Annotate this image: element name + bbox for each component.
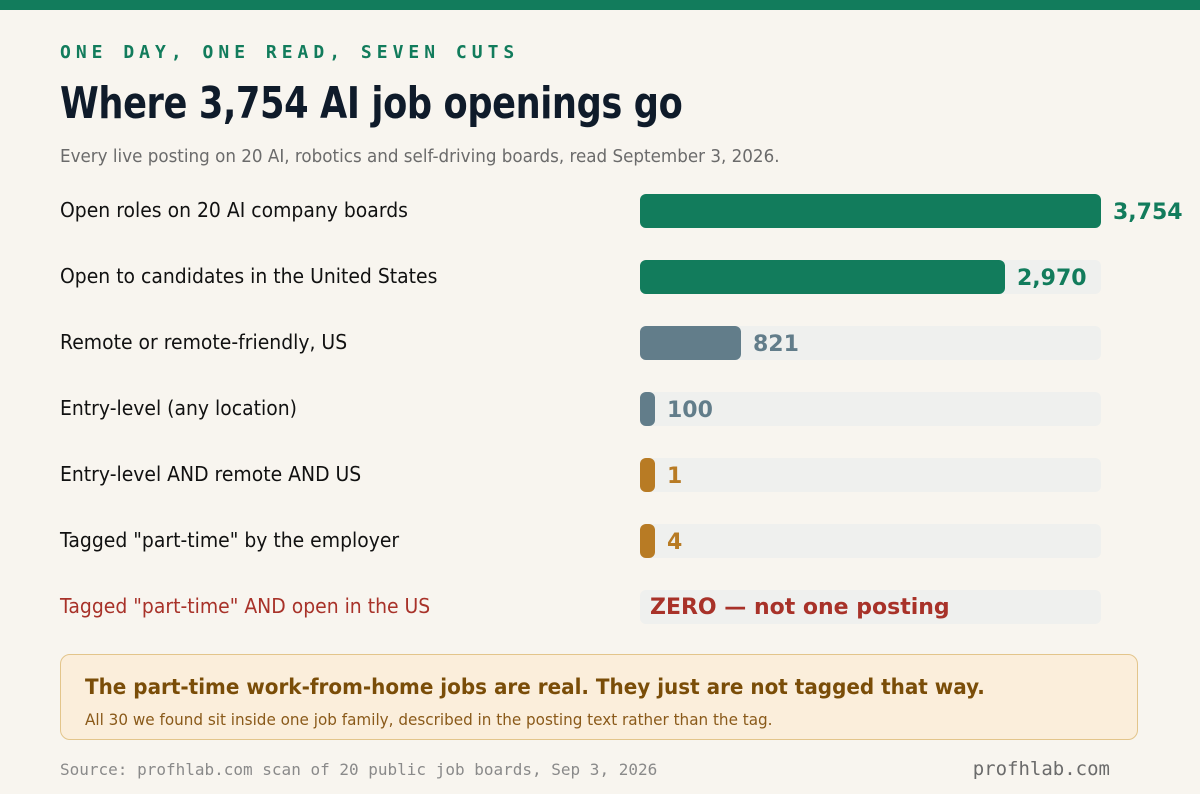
chart-row: Remote or remote-friendly, US 821: [0, 326, 1200, 362]
source-note: Source: profhlab.com scan of 20 public j…: [60, 760, 658, 779]
chart-row: Open to candidates in the United States 2…: [0, 260, 1200, 296]
bar: [640, 458, 655, 492]
value-label: 1: [667, 464, 683, 489]
bar-track: 4: [640, 524, 1101, 558]
bar-track: 1: [640, 458, 1101, 492]
zero-annotation: ZERO — not one posting: [650, 595, 950, 620]
bar: [640, 260, 1005, 294]
bar-track: 2,970: [640, 260, 1101, 294]
value-label: 3,754: [1113, 200, 1183, 225]
category-label: Tagged "part-time" AND open in the US: [60, 594, 431, 618]
callout-box: The part-time work-from-home jobs are re…: [60, 654, 1138, 740]
chart-row: Open roles on 20 AI company boards 3,754: [0, 194, 1200, 230]
value-label: 4: [667, 530, 683, 555]
callout-headline: The part-time work-from-home jobs are re…: [85, 675, 985, 699]
chart-row: Tagged "part-time" AND open in the US ZER…: [0, 590, 1200, 626]
bar-track: 100: [640, 392, 1101, 426]
value-label: 821: [753, 332, 799, 357]
bar: [640, 194, 1101, 228]
bar-track: 3,754: [640, 194, 1183, 228]
bar: [640, 392, 655, 426]
value-label: 2,970: [1017, 266, 1087, 291]
category-label: Remote or remote-friendly, US: [60, 330, 348, 354]
category-label: Open to candidates in the United States: [60, 264, 438, 288]
category-label: Tagged "part-time" by the employer: [60, 528, 400, 552]
chart-subtitle: Every live posting on 20 AI, robotics an…: [60, 146, 780, 167]
chart-row: Entry-level (any location) 100: [0, 392, 1200, 428]
callout-body: All 30 we found sit inside one job famil…: [85, 710, 773, 729]
chart-row: Entry-level AND remote AND US 1: [0, 458, 1200, 494]
chart-row: Tagged "part-time" by the employer 4: [0, 524, 1200, 560]
top-accent-bar: [0, 0, 1200, 10]
chart-title: Where 3,754 AI job openings go: [60, 78, 683, 129]
category-label: Open roles on 20 AI company boards: [60, 198, 408, 222]
bar: [640, 524, 655, 558]
category-label: Entry-level (any location): [60, 396, 297, 420]
bar-track: ZERO — not one posting: [640, 590, 1101, 624]
bar: [640, 326, 741, 360]
category-label: Entry-level AND remote AND US: [60, 462, 362, 486]
bar-track: 821: [640, 326, 1101, 360]
brand-link[interactable]: profhlab.com: [972, 758, 1110, 780]
kicker: ONE DAY, ONE READ, SEVEN CUTS: [60, 42, 520, 63]
value-label: 100: [667, 398, 713, 423]
